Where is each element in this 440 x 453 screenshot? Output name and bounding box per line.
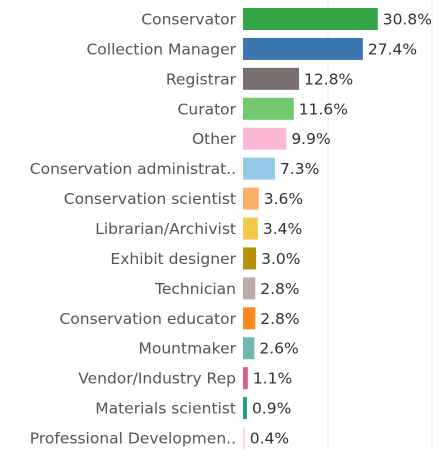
category-label: Conservator <box>141 11 236 29</box>
bar <box>243 157 275 180</box>
category-label: Professional Developmen.. <box>30 430 236 448</box>
value-label: 7.3% <box>280 160 319 178</box>
category-label: Materials scientist <box>95 400 236 418</box>
category-label: Conservation administrat.. <box>30 160 236 178</box>
value-label: 3.6% <box>264 190 303 208</box>
value-label: 0.9% <box>252 400 291 418</box>
bar <box>243 67 299 90</box>
bar <box>243 277 256 300</box>
category-label: Other <box>192 130 237 148</box>
value-label: 9.9% <box>291 130 330 148</box>
value-label: 3.0% <box>261 250 300 268</box>
value-label: 1.1% <box>253 370 292 388</box>
bar <box>243 397 247 420</box>
category-label: Curator <box>178 100 237 118</box>
category-label: Technician <box>154 280 236 298</box>
value-label: 2.8% <box>260 310 299 328</box>
category-label: Conservation scientist <box>64 190 236 208</box>
value-label: 3.4% <box>263 220 302 238</box>
category-label: Librarian/Archivist <box>95 220 236 238</box>
value-label: 27.4% <box>368 40 417 58</box>
bar <box>243 187 259 210</box>
value-label: 11.6% <box>299 100 348 118</box>
bar <box>243 247 257 270</box>
bar <box>243 337 255 360</box>
value-label: 0.4% <box>250 430 289 448</box>
bar <box>243 427 245 450</box>
bar <box>243 307 256 330</box>
category-label: Vendor/Industry Rep <box>78 370 236 388</box>
value-label: 30.8% <box>383 11 432 29</box>
category-label: Exhibit designer <box>110 250 236 268</box>
bar <box>243 37 363 60</box>
value-label: 2.8% <box>260 280 299 298</box>
value-label: 2.6% <box>259 340 298 358</box>
category-label: Registrar <box>166 70 237 88</box>
bar <box>243 8 378 30</box>
bar <box>243 97 294 120</box>
category-label: Mountmaker <box>138 340 236 358</box>
bar <box>243 127 287 150</box>
category-label: Collection Manager <box>86 40 236 58</box>
category-label: Conservation educator <box>59 310 236 328</box>
value-label: 12.8% <box>304 70 353 88</box>
bar <box>243 367 248 390</box>
bar <box>243 217 258 240</box>
